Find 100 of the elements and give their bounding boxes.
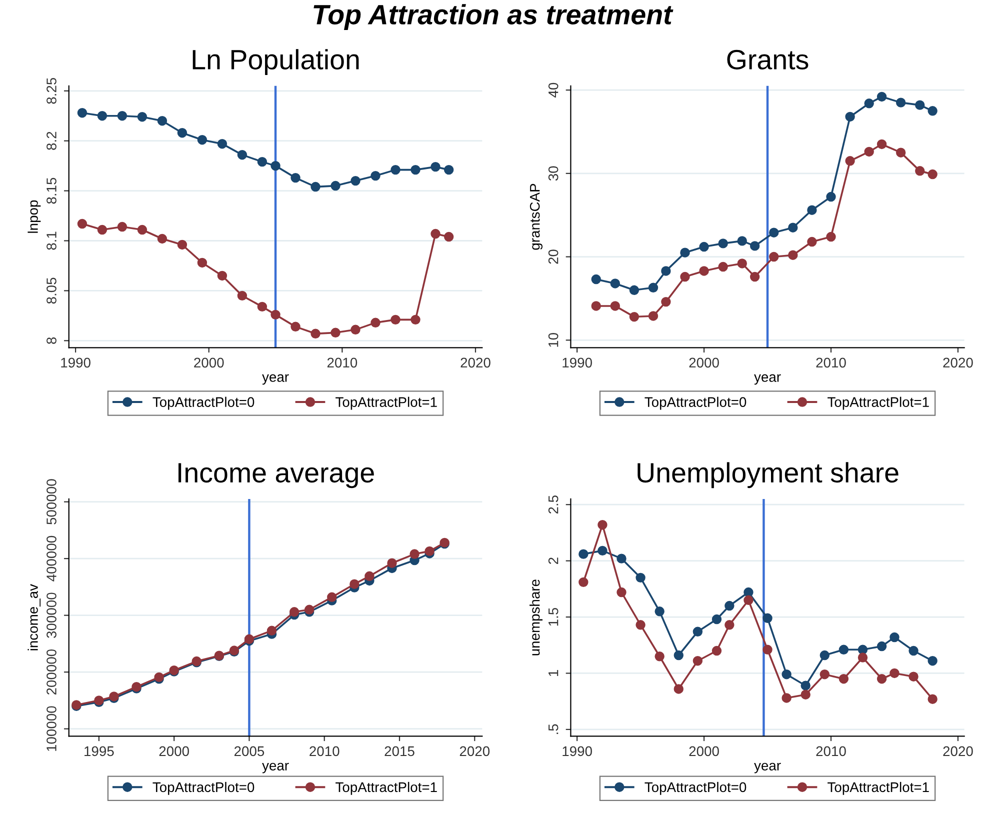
point — [724, 600, 734, 611]
point — [915, 100, 925, 110]
chart-title: Unemployment share — [638, 462, 898, 488]
point — [680, 272, 690, 282]
point — [908, 672, 918, 682]
point — [390, 164, 400, 175]
point — [137, 112, 148, 122]
point — [390, 314, 400, 325]
point — [330, 180, 340, 191]
x-tick-label: 2010 — [816, 746, 846, 756]
y-tick-label: 2.5 — [548, 496, 558, 514]
point — [610, 301, 620, 311]
point — [661, 296, 671, 307]
y-tick-label: 1 — [548, 670, 558, 676]
point — [310, 328, 320, 339]
point — [444, 232, 454, 242]
point — [237, 150, 248, 160]
point — [364, 571, 374, 582]
x-tick-label: 2020 — [460, 746, 490, 756]
point — [800, 690, 810, 700]
point — [807, 205, 817, 215]
point — [591, 301, 601, 311]
point — [699, 242, 709, 252]
point — [928, 656, 938, 666]
x-axis-title: year — [754, 762, 781, 774]
point — [712, 614, 722, 624]
x-axis-title: year — [754, 374, 781, 385]
point — [289, 607, 300, 617]
point — [290, 322, 300, 332]
point — [387, 558, 397, 568]
point — [591, 274, 601, 284]
y-axis-title: lnpop — [28, 200, 41, 233]
point — [290, 172, 300, 183]
chart-title: Ln Population — [192, 49, 359, 75]
y-tick-label: 300000 — [46, 592, 56, 638]
point — [616, 554, 626, 564]
point — [270, 160, 280, 171]
point — [266, 626, 277, 636]
point — [876, 92, 887, 102]
point — [370, 170, 380, 181]
point — [410, 314, 420, 325]
point — [782, 693, 792, 703]
x-tick-label: 2010 — [310, 746, 340, 756]
point — [692, 656, 703, 666]
chart-title: Grants — [727, 50, 808, 70]
point — [430, 228, 440, 239]
point — [77, 218, 88, 229]
point — [858, 644, 868, 654]
point — [896, 148, 906, 158]
point — [915, 166, 925, 176]
point — [117, 222, 128, 232]
point — [97, 111, 108, 121]
point — [908, 646, 918, 656]
point — [744, 587, 754, 598]
point — [350, 579, 360, 589]
x-tick-label: 2010 — [327, 358, 358, 368]
point — [876, 641, 887, 652]
point — [762, 644, 772, 654]
point — [117, 111, 128, 121]
point — [177, 240, 188, 250]
y-tick-label: 10 — [548, 332, 558, 347]
point — [890, 632, 900, 642]
point — [699, 266, 709, 276]
point — [876, 674, 887, 684]
point — [444, 164, 454, 175]
point — [410, 549, 420, 559]
x-tick-label: 2005 — [234, 746, 264, 756]
point — [762, 613, 772, 624]
point — [718, 238, 728, 248]
point — [610, 278, 620, 288]
point — [750, 272, 760, 282]
point — [718, 262, 728, 272]
y-tick-label: 400000 — [46, 536, 56, 582]
point — [826, 192, 836, 202]
point — [578, 577, 588, 588]
y-tick-label: .5 — [548, 724, 558, 734]
point — [680, 248, 690, 258]
x-tick-label: 2000 — [159, 746, 189, 756]
x-tick-label: 1995 — [84, 746, 114, 756]
point — [876, 139, 887, 150]
point — [257, 156, 268, 167]
y-tick-label: 8.25 — [46, 78, 56, 104]
point — [788, 222, 798, 232]
point — [217, 270, 228, 281]
point — [674, 684, 684, 694]
point — [858, 652, 868, 662]
y-tick-label: 8.05 — [46, 278, 56, 304]
point — [928, 106, 938, 116]
point — [838, 674, 849, 684]
y-tick-label: 40 — [548, 82, 558, 98]
point — [724, 620, 734, 630]
legend-label: TopAttractPlot=1 — [828, 396, 929, 410]
point — [97, 224, 108, 235]
legend-label: TopAttractPlot=1 — [336, 396, 437, 410]
point — [648, 311, 658, 321]
x-axis-title: year — [262, 374, 289, 385]
point — [928, 694, 938, 704]
point — [217, 138, 228, 149]
point — [424, 546, 434, 556]
x-tick-label: 2010 — [816, 358, 846, 368]
